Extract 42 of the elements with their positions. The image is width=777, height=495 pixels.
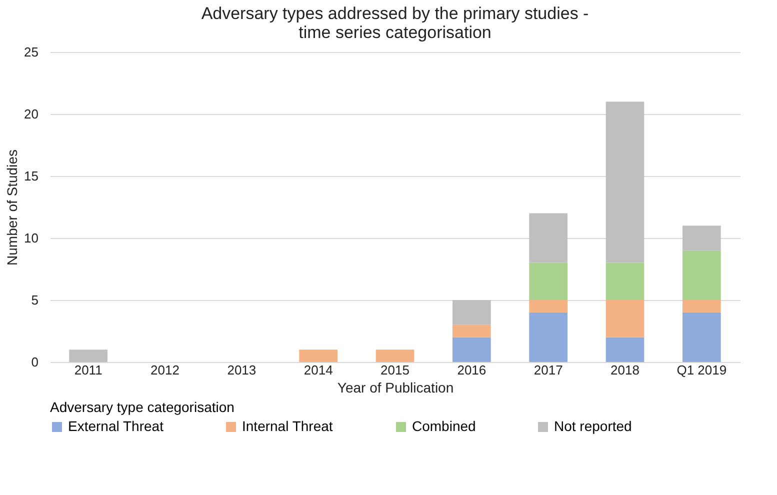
bar (299, 350, 338, 362)
bar (452, 300, 491, 325)
bar (606, 102, 644, 263)
bar (682, 226, 721, 250)
x-tick-label: 2014 (304, 362, 333, 378)
y-axis-title: Number of Studies (4, 150, 20, 266)
bar (529, 300, 568, 312)
bar (529, 213, 568, 263)
bar (452, 337, 491, 362)
x-axis-title: Year of Publication (337, 380, 454, 396)
bar (682, 312, 721, 362)
bar (376, 350, 414, 362)
legend-title: Adversary type categorisation (50, 399, 234, 415)
x-tick-label: 2013 (227, 362, 256, 378)
text: Adversary types addressed by the primary studies - (201, 4, 589, 23)
x-tick-label: 2016 (457, 362, 486, 378)
legend-label: External Threat (68, 418, 164, 434)
bar (606, 337, 644, 362)
x-tick-label: 2012 (150, 362, 180, 378)
x-tick-label: Q1 2019 (676, 362, 727, 378)
x-tick-label: 2018 (610, 362, 640, 378)
bar (682, 250, 721, 300)
y-tick-label: 20 (24, 106, 38, 122)
y-tick-label: 25 (24, 44, 38, 60)
x-tick-label: 2011 (74, 362, 102, 378)
text: time series categorisation (298, 23, 492, 42)
legend-label: Internal Threat (242, 418, 333, 434)
bar (682, 300, 721, 312)
bar (606, 300, 644, 338)
x-tick-label: 2017 (534, 362, 563, 378)
x-tick-label: 2015 (380, 362, 410, 378)
bar (606, 262, 644, 300)
bar (452, 324, 491, 338)
y-tick-label: 10 (24, 230, 38, 246)
legend-label: Not reported (554, 418, 632, 434)
y-tick-label: 0 (31, 354, 38, 370)
legend-label: Combined (412, 418, 476, 434)
bar (69, 350, 108, 362)
bar (529, 262, 568, 300)
bar (529, 312, 568, 362)
y-tick-label: 15 (24, 168, 38, 184)
y-tick-label: 5 (31, 292, 38, 308)
